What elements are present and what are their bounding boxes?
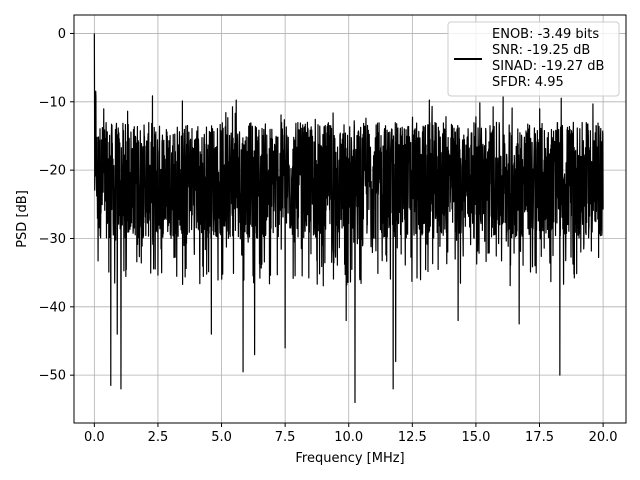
legend-box — [447, 21, 620, 97]
x-axis-label: Frequency [MHz] — [295, 451, 404, 466]
y-tick-label: −30 — [39, 232, 66, 247]
y-tick-label: −10 — [39, 95, 66, 110]
x-tick-label: 20.0 — [589, 430, 618, 445]
x-tick-label: 0.0 — [84, 430, 105, 445]
x-tick-label: 7.5 — [275, 430, 296, 445]
x-tick-label: 17.5 — [525, 430, 554, 445]
legend-entry-enob: ENOB: -3.49 bits — [492, 27, 599, 42]
x-tick-label: 15.0 — [461, 430, 490, 445]
plot-frame — [73, 14, 627, 424]
legend-entry-sfdr: SFDR: 4.95 — [492, 75, 564, 90]
y-axis-label: PSD [dB] — [15, 190, 30, 248]
ticks: 0.0 2.5 5.0 7.5 10.0 12.5 15.0 17.5 20.0 0 −10 −20 −… — [39, 27, 618, 445]
legend-entry-sinad: SINAD: -19.27 dB — [492, 59, 604, 74]
y-tick-label: −50 — [39, 369, 66, 384]
y-tick-label: 0 — [58, 27, 66, 42]
y-tick-label: −20 — [39, 164, 66, 179]
psd-series-line — [93, 33, 604, 404]
legend: ENOB: -3.49 bits SNR: -19.25 dB SINAD: -… — [447, 21, 620, 97]
y-tick-label: −40 — [39, 300, 66, 315]
series-layer — [93, 33, 604, 404]
x-tick-label: 2.5 — [148, 430, 169, 445]
x-tick-label: 10.0 — [334, 430, 363, 445]
x-tick-label: 5.0 — [211, 430, 232, 445]
legend-entry-snr: SNR: -19.25 dB — [492, 43, 590, 58]
x-tick-label: 12.5 — [398, 430, 427, 445]
